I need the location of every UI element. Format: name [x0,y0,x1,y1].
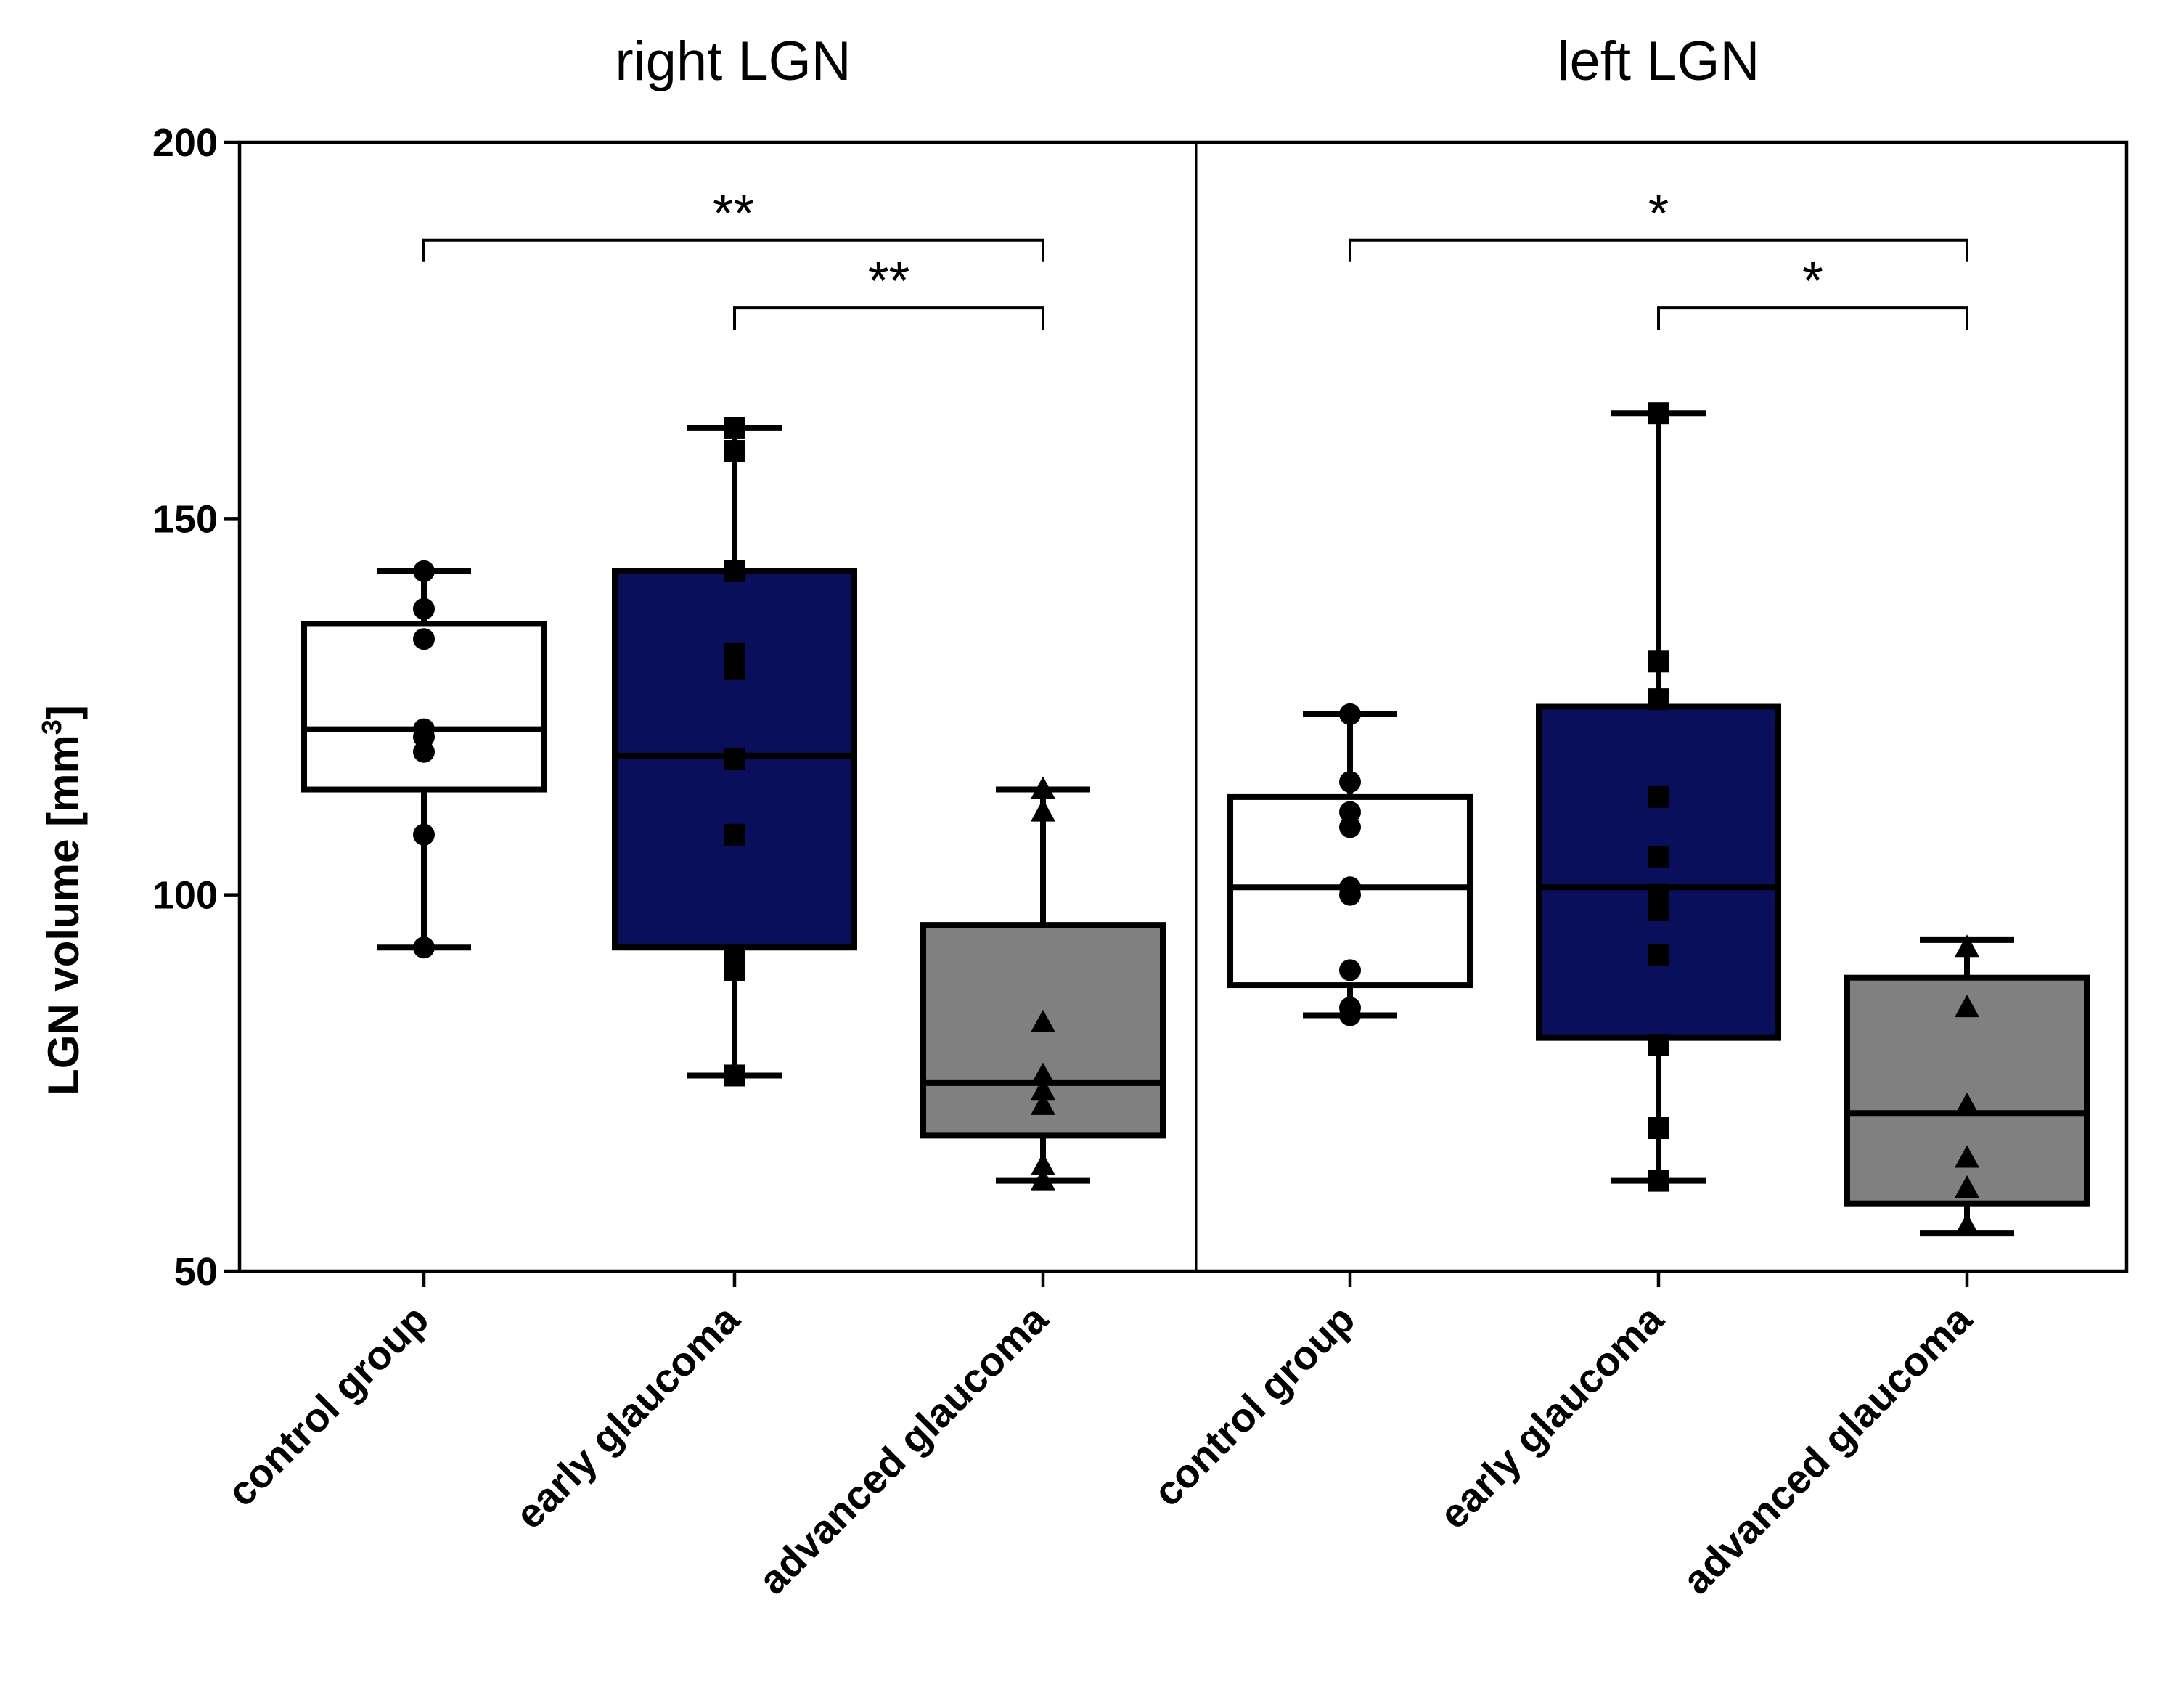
data-point [1031,799,1055,822]
data-point [1648,1170,1669,1192]
significance-label: ** [713,183,755,243]
data-point [1648,899,1669,921]
data-point [1955,1145,1979,1168]
data-point [1031,1009,1055,1032]
data-point [1648,1117,1669,1140]
x-category-label: control group [1145,1296,1364,1515]
x-category-label: early glaucoma [507,1295,748,1537]
y-axis-label: LGN volume [mm3] [37,705,88,1095]
significance-bracket [1349,238,1968,262]
data-point [1648,688,1669,711]
y-tick-label: 100 [152,874,218,918]
data-point [1031,776,1055,799]
significance-bracket [422,238,1044,262]
y-tick-label: 50 [174,1250,218,1294]
data-point [1339,816,1361,838]
data-point [1339,771,1361,793]
data-point [1031,1062,1055,1085]
plot-area: 50 100 150 200 right LGN control group early g… [152,30,2129,1603]
data-point [1648,785,1669,808]
data-point [1031,1092,1055,1115]
x-category-label: control group [218,1296,438,1515]
data-point [413,823,435,846]
x-category-label: advanced glaucoma [1673,1295,1981,1603]
y-axis-label-superscript: 3 [37,719,68,735]
panel-title: left LGN [1558,30,1760,92]
significance-label: ** [868,250,910,311]
data-point [413,936,435,959]
data-point [1339,1004,1361,1026]
data-point [724,748,745,771]
data-point [1031,1152,1055,1175]
data-point [1339,959,1361,981]
data-point [724,560,745,582]
data-point [1648,402,1669,425]
data-point [1648,650,1669,673]
data-point [1955,1175,1979,1198]
data-point [1955,934,1979,958]
y-tick-label: 200 [152,121,218,165]
data-point [1955,1092,1979,1115]
data-point [413,597,435,620]
data-point [724,658,745,680]
data-point [1955,1212,1979,1236]
data-point [1339,801,1361,823]
box-iqr [1536,703,1781,1041]
x-category-label: early glaucoma [1431,1295,1672,1537]
data-point [724,417,745,439]
data-point [1648,944,1669,966]
significance-label: * [1648,183,1669,243]
panel-title: right LGN [615,30,851,92]
x-category-label: advanced glaucoma [749,1295,1057,1603]
data-point [413,740,435,763]
significance-label: * [1802,250,1823,311]
data-point [413,628,435,650]
data-point [1339,883,1361,906]
data-point [1339,703,1361,725]
plot-frame [237,140,2129,1273]
data-point [724,959,745,981]
data-point [1031,1167,1055,1191]
data-point [413,725,435,748]
y-tick-label: 150 [152,497,218,541]
significance-bracket [733,306,1044,330]
data-point [1031,1077,1055,1101]
data-point [1648,846,1669,868]
data-point [724,1064,745,1087]
significance-bracket [1657,306,1968,330]
data-point [1955,995,1979,1018]
data-point [1648,1034,1669,1056]
data-point [724,440,745,462]
data-point [413,560,435,582]
data-point [724,823,745,846]
